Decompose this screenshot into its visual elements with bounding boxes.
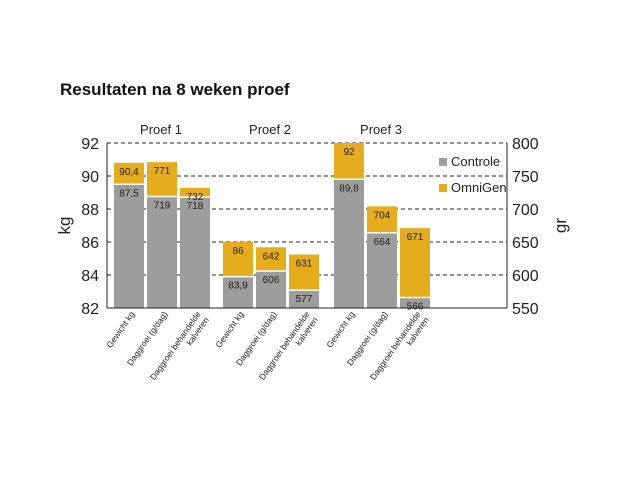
bar-omnigen xyxy=(256,247,286,272)
legend-swatch xyxy=(439,184,447,192)
data-label-controle: 719 xyxy=(154,200,171,211)
bar-omnigen xyxy=(400,228,430,298)
category-label-line: Gewicht kg xyxy=(324,309,356,349)
data-label-omnigen: 704 xyxy=(374,210,391,221)
data-label-controle: 664 xyxy=(374,237,391,248)
bar-controle xyxy=(367,232,397,308)
data-label-controle: 606 xyxy=(263,275,280,286)
bar-controle xyxy=(180,197,210,308)
category-label: Gewicht kg xyxy=(324,309,356,349)
y-tick-label-right: 650 xyxy=(512,235,539,252)
y-tick-label-left: 90 xyxy=(81,169,99,186)
y-tick-label-left: 86 xyxy=(81,235,99,252)
bar-controle xyxy=(114,184,144,308)
y-tick-label-left: 84 xyxy=(81,268,99,285)
y-tick-label-right: 750 xyxy=(512,169,539,186)
category-label: Gewicht kg xyxy=(213,309,245,349)
bars xyxy=(114,143,430,308)
y-tick-label-right: 700 xyxy=(512,202,539,219)
data-label-controle: 83,9 xyxy=(228,281,248,292)
bar-controle xyxy=(334,179,364,308)
y-tick-label-left: 88 xyxy=(81,202,99,219)
bar-controle xyxy=(289,290,319,308)
bar-omnigen xyxy=(367,206,397,233)
legend-label: OmniGen xyxy=(451,180,507,195)
data-label-controle: 89,8 xyxy=(339,183,359,194)
data-label-omnigen: 86 xyxy=(232,246,244,257)
bar-controle xyxy=(223,276,253,308)
data-label-omnigen: 671 xyxy=(407,232,424,243)
bar-omnigen xyxy=(334,143,364,180)
data-label-controle: 577 xyxy=(296,294,313,305)
bar-controle xyxy=(147,196,177,308)
y-axis-title-right: gr xyxy=(551,218,570,233)
category-label: Gewicht kg xyxy=(104,309,136,349)
data-label-omnigen: 92 xyxy=(343,147,355,158)
y-tick-label-left: 82 xyxy=(81,301,99,318)
bar-omnigen xyxy=(289,254,319,291)
y-tick-label-right: 550 xyxy=(512,301,539,318)
bar-controle xyxy=(400,297,430,308)
data-label-omnigen: 90,4 xyxy=(119,167,139,178)
legend: Controle OmniGen xyxy=(439,154,507,195)
y-axis-title-left: kg xyxy=(55,217,74,235)
data-label-controle: 718 xyxy=(187,201,204,212)
data-label-controle: 87,5 xyxy=(119,188,139,199)
legend-swatch xyxy=(439,158,447,166)
bar-controle xyxy=(256,271,286,308)
y-tick-label-right: 600 xyxy=(512,268,539,285)
category-label-line: Gewicht kg xyxy=(213,309,245,349)
y-tick-label-left: 92 xyxy=(81,136,99,153)
bar-omnigen xyxy=(180,187,210,198)
group-label: Proef 2 xyxy=(249,122,291,137)
data-label-omnigen: 631 xyxy=(296,259,313,270)
data-label-controle: 566 xyxy=(407,301,424,312)
legend-label: Controle xyxy=(451,154,500,169)
y-tick-label-right: 800 xyxy=(512,136,539,153)
data-label-omnigen: 771 xyxy=(154,166,171,177)
group-label: Proef 3 xyxy=(360,122,402,137)
data-label-omnigen: 642 xyxy=(263,251,280,262)
data-label-omnigen: 732 xyxy=(187,192,204,203)
chart-title: Resultaten na 8 weken proef xyxy=(60,80,290,99)
bar-omnigen xyxy=(147,162,177,197)
axes xyxy=(106,143,508,309)
bar-omnigen xyxy=(223,242,253,277)
category-label-line: Gewicht kg xyxy=(104,309,136,349)
group-label: Proef 1 xyxy=(140,122,182,137)
bar-omnigen xyxy=(114,162,144,185)
